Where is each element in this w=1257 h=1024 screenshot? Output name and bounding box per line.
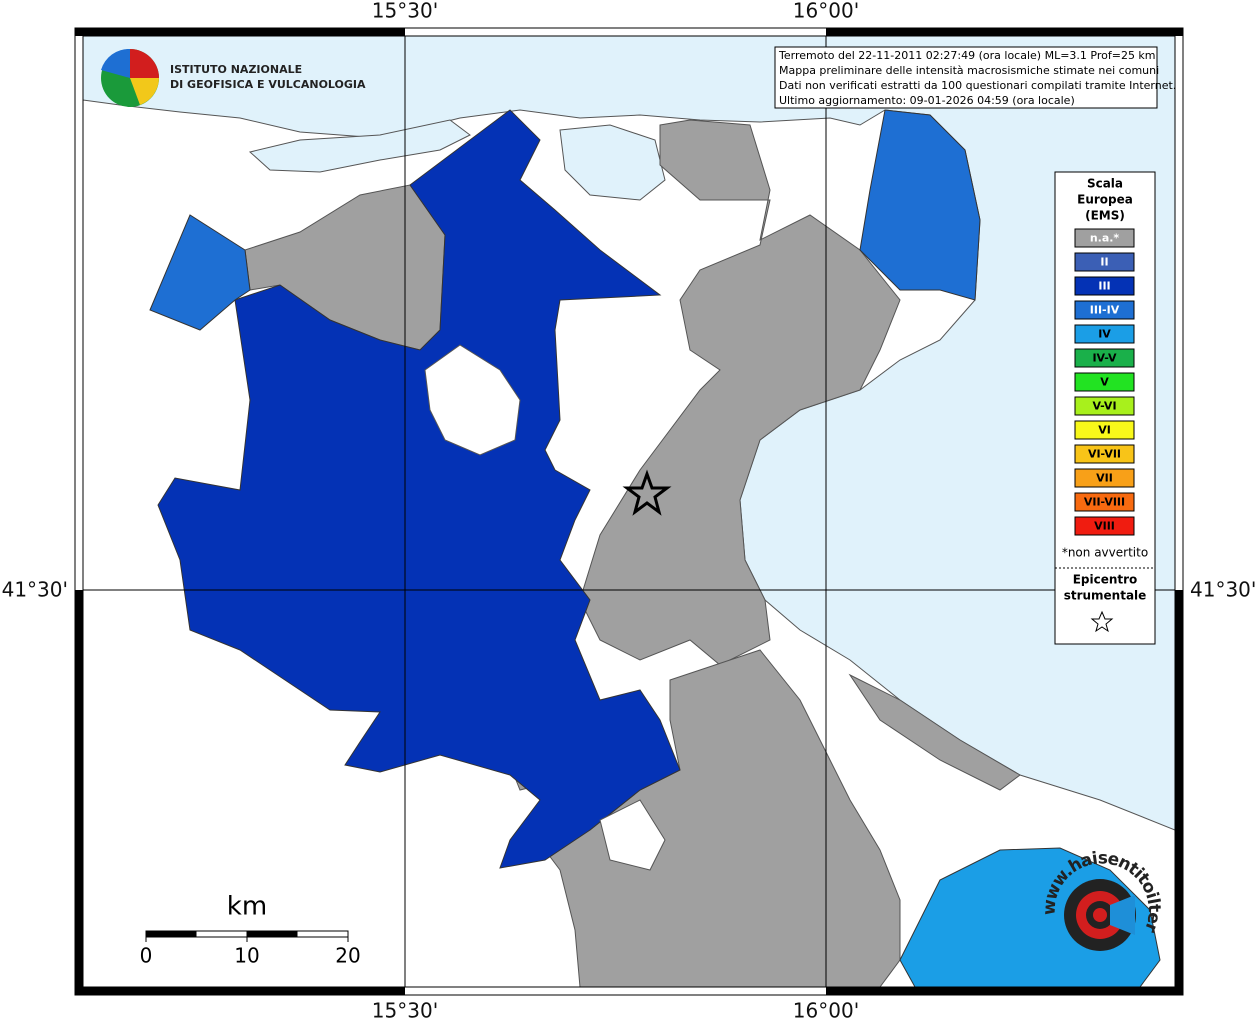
lagoon bbox=[559, 124, 666, 201]
legend-label: III-IV bbox=[1090, 304, 1120, 317]
legend-label: VII-VIII bbox=[1084, 496, 1125, 509]
info-line: Terremoto del 22-11-2011 02:27:49 (ora l… bbox=[778, 49, 1156, 62]
legend-title: Scala bbox=[1087, 177, 1123, 191]
scale-tick-label: 10 bbox=[234, 944, 259, 968]
outer-border bbox=[74, 27, 1184, 996]
border-segment bbox=[75, 590, 83, 995]
legend-swatch bbox=[1074, 348, 1135, 368]
legend-title: Europea bbox=[1077, 193, 1133, 207]
legend-swatch bbox=[1074, 420, 1135, 440]
scale-tick-label: 0 bbox=[140, 944, 153, 968]
region-gray bbox=[848, 673, 1021, 791]
legend-epicenter: strumentale bbox=[1064, 589, 1147, 603]
scale-tick-label: 20 bbox=[335, 944, 360, 968]
logo-text: DI GEOFISICA E VULCANOLOGIA bbox=[170, 78, 366, 91]
legend-swatch bbox=[1074, 492, 1135, 512]
lon-label: 16°00' bbox=[793, 0, 859, 23]
legend-label: n.a.* bbox=[1090, 232, 1120, 245]
legend-label: VIII bbox=[1094, 520, 1115, 533]
legend-swatch bbox=[1074, 252, 1135, 272]
legend-label: IV-V bbox=[1092, 352, 1117, 365]
border-segment bbox=[75, 987, 405, 995]
enclave-white bbox=[599, 799, 666, 871]
scale-bar-segment bbox=[146, 931, 197, 937]
target bbox=[1093, 908, 1107, 922]
info-line: Mappa preliminare delle intensità macros… bbox=[779, 64, 1159, 77]
scale-bar-segment bbox=[247, 931, 298, 937]
inner-border bbox=[82, 35, 1176, 988]
legend-label: VII bbox=[1096, 472, 1113, 485]
epicenter-star bbox=[622, 469, 672, 516]
legend-label: VI-VII bbox=[1088, 448, 1121, 461]
region-iii-iv bbox=[149, 214, 251, 331]
legend-label: VI bbox=[1098, 424, 1111, 437]
legend-epicenter: Epicentro bbox=[1073, 573, 1138, 587]
legend-star bbox=[1090, 610, 1114, 633]
border-segment bbox=[1175, 590, 1183, 995]
logo-text: ISTITUTO NAZIONALE bbox=[170, 63, 302, 76]
legend-swatch bbox=[1074, 324, 1135, 344]
legend-label: III bbox=[1098, 280, 1110, 293]
logo-segment bbox=[130, 78, 159, 105]
border-segment bbox=[826, 28, 1183, 36]
logo-segment bbox=[101, 48, 130, 78]
lat-label: 41°30' bbox=[1190, 578, 1256, 602]
legend-title: (EMS) bbox=[1085, 209, 1125, 223]
ingv-logo: ISTITUTO NAZIONALE DI GEOFISICA E VULCAN… bbox=[101, 48, 366, 107]
scale-unit: km bbox=[227, 892, 267, 922]
region-iii bbox=[157, 109, 681, 869]
legend-label: IV bbox=[1098, 328, 1111, 341]
info-frame bbox=[774, 46, 1158, 109]
legend-swatch bbox=[1074, 396, 1135, 416]
info-line: Dati non verificati estratti da 100 ques… bbox=[779, 79, 1176, 92]
legend-swatch bbox=[1074, 468, 1135, 488]
legend-note: *non avvertito bbox=[1062, 546, 1148, 560]
legend-swatch bbox=[1074, 516, 1135, 536]
info-box: Terremoto del 22-11-2011 02:27:49 (ora l… bbox=[774, 46, 1176, 109]
logo-segment bbox=[130, 49, 159, 78]
lat-label: 41°30' bbox=[2, 578, 68, 602]
legend-swatch bbox=[1074, 372, 1135, 392]
lake-land bbox=[424, 344, 521, 456]
legend-swatch bbox=[1074, 444, 1135, 464]
megaphone bbox=[1110, 895, 1135, 935]
region-iii-iv bbox=[859, 109, 981, 301]
scale-bar: km 0 10 20 bbox=[140, 892, 361, 968]
legend: Scala Europea (EMS) *non avvertito Epice… bbox=[1054, 171, 1156, 645]
legend-label: II bbox=[1100, 256, 1108, 269]
lagoon bbox=[248, 119, 471, 173]
legend-label: V bbox=[1100, 376, 1109, 389]
lon-label: 15°30' bbox=[372, 0, 438, 23]
legend-swatch bbox=[1074, 228, 1135, 248]
lon-label: 15°30' bbox=[372, 999, 438, 1023]
legend-label: V-VI bbox=[1092, 400, 1116, 413]
legend-swatch bbox=[1074, 300, 1135, 320]
map-area bbox=[83, 36, 1175, 987]
border-segment bbox=[826, 987, 1183, 995]
border-segment bbox=[75, 28, 405, 36]
frame bbox=[74, 27, 1184, 996]
info-line: Ultimo aggiornamento: 09-01-2026 04:59 (… bbox=[779, 94, 1075, 107]
legend-swatch bbox=[1074, 276, 1135, 296]
lon-label: 16°00' bbox=[793, 999, 859, 1023]
